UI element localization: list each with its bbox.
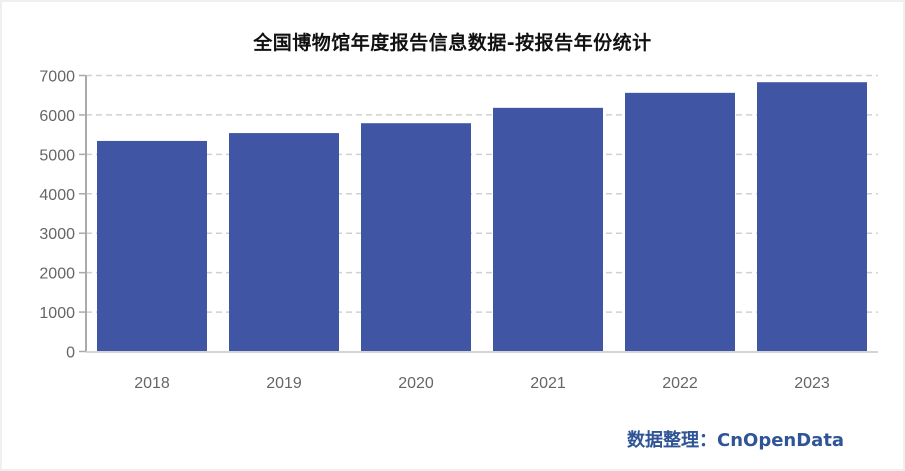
x-tick-label: 2021 [530,375,566,392]
bar-2023[interactable] [757,82,867,352]
x-tick-label: 2020 [398,375,434,392]
bar-2022[interactable] [625,92,735,352]
y-tick-label: 7000 [39,69,75,86]
bar-2020[interactable] [361,123,471,352]
bar-2019[interactable] [229,133,339,352]
bar-2021[interactable] [493,107,603,352]
y-tick-label: 6000 [39,108,75,125]
y-tick-label: 2000 [39,266,75,283]
x-tick-label: 2018 [134,375,170,392]
y-tick-label: 0 [66,345,75,362]
x-axis-labels: 2018 2019 2020 2021 2022 2023 [134,375,830,392]
y-tick-label: 1000 [39,305,75,322]
chart-title: 全国博物馆年度报告信息数据-按报告年份统计 [253,32,652,54]
x-tick-label: 2023 [794,375,830,392]
x-tick-label: 2019 [266,375,302,392]
y-axis-labels: 0 1000 2000 3000 4000 5000 6000 7000 [39,69,75,362]
source-watermark: 数据整理：CnOpenData [627,430,845,451]
bar-2018[interactable] [97,140,207,352]
x-tick-label: 2022 [662,375,698,392]
gridlines [86,74,878,313]
y-tick-label: 5000 [39,147,75,164]
bars [97,82,867,352]
y-tick-label: 4000 [39,187,75,204]
axes [79,74,878,353]
y-tick-label: 3000 [39,226,75,243]
